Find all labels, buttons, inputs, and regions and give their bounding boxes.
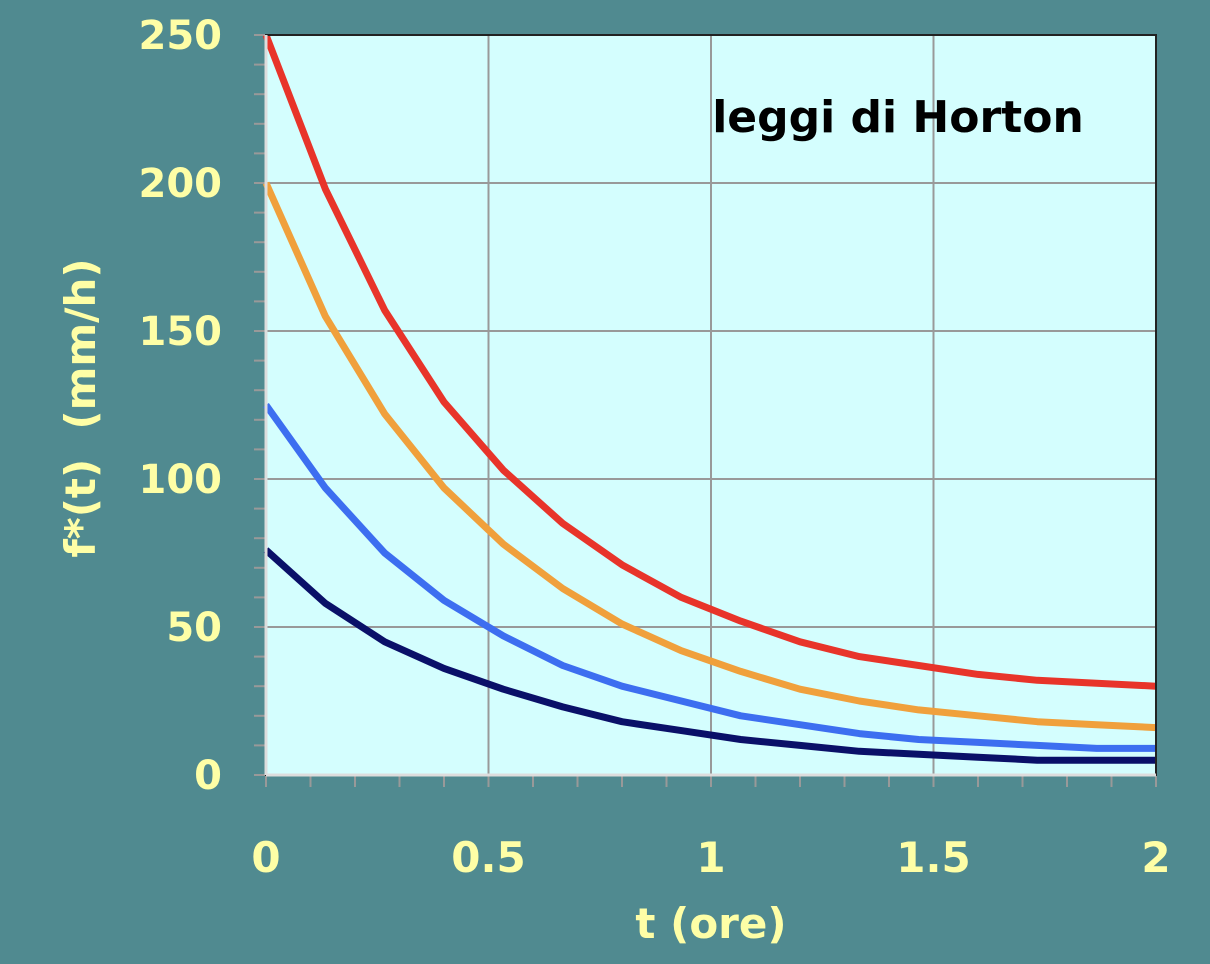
chart-title: leggi di Horton [712, 92, 1084, 143]
series-3-point-2 [384, 552, 386, 554]
series-line-4 [263, 547, 1156, 764]
series-2-point-5 [562, 588, 564, 590]
x-tick-label-4: 2 [1141, 833, 1170, 882]
series-2-point-6 [621, 623, 623, 625]
series-3-point-6 [621, 685, 623, 687]
y-tick-label-0: 0 [194, 753, 222, 799]
series-layer [262, 33, 1157, 764]
series-3-point-3 [443, 599, 445, 601]
series-3-point-9 [799, 724, 801, 726]
series-4-point-10 [858, 750, 860, 752]
series-1-point-14 [1096, 682, 1098, 684]
minor-ticks [254, 34, 1157, 787]
series-4-point-6 [621, 721, 623, 723]
series-3-point-5 [562, 664, 564, 666]
series-1-point-5 [562, 522, 564, 524]
series-2-point-13 [1036, 721, 1038, 723]
y-axis-label: f*(t) (mm/h) [56, 258, 105, 557]
y-tick-label-4: 200 [139, 161, 223, 207]
series-3-point-7 [680, 700, 682, 702]
series-4-point-8 [740, 738, 742, 740]
series-4-point-11 [918, 753, 920, 755]
series-2-point-11 [918, 709, 920, 711]
series-2-point-14 [1096, 724, 1098, 726]
series-1-point-3 [443, 401, 445, 403]
x-tick-label-2: 1 [696, 833, 725, 882]
axes [264, 34, 1157, 777]
series-4-point-5 [562, 706, 564, 708]
series-1-point-12 [977, 673, 979, 675]
series-4-point-4 [502, 688, 504, 690]
series-1-point-1 [324, 188, 326, 190]
series-4-point-9 [799, 744, 801, 746]
series-2-point-2 [384, 413, 386, 415]
series-3-point-14 [1096, 747, 1098, 749]
y-tick-label-2: 100 [139, 457, 223, 503]
series-4-point-12 [977, 756, 979, 758]
series-2-point-4 [502, 543, 504, 545]
series-line-2 [262, 181, 1157, 732]
x-tick-label-0: 0 [251, 833, 280, 882]
y-tick-label-5: 250 [139, 13, 223, 59]
series-line-3 [263, 402, 1156, 752]
series-1-point-10 [858, 656, 860, 658]
series-3-point-4 [502, 635, 504, 637]
series-2-point-7 [680, 650, 682, 652]
x-axis-label: t (ore) [635, 899, 786, 948]
series-4-point-2 [384, 641, 386, 643]
x-tick-label-3: 1.5 [896, 833, 970, 882]
series-3-point-8 [740, 715, 742, 717]
series-1-point-4 [502, 469, 504, 471]
series-3-point-1 [324, 487, 326, 489]
series-4-point-1 [324, 602, 326, 604]
series-1-point-13 [1036, 679, 1038, 681]
series-4-point-13 [1036, 759, 1038, 761]
series-3-point-10 [858, 733, 860, 735]
series-2-point-3 [443, 487, 445, 489]
series-2-point-12 [977, 715, 979, 717]
series-2-point-9 [799, 688, 801, 690]
y-tick-label-3: 150 [139, 309, 223, 355]
series-2-point-1 [324, 315, 326, 317]
x-tick-labels: 0 0.5 1 1.5 2 [251, 833, 1170, 882]
series-line-1 [262, 33, 1157, 690]
y-tick-labels: 0 50 100 150 200 250 [139, 13, 223, 799]
series-1-point-7 [680, 596, 682, 598]
series-1-point-8 [740, 620, 742, 622]
series-3-point-12 [977, 741, 979, 743]
series-4-point-7 [680, 730, 682, 732]
series-1-point-6 [621, 564, 623, 566]
series-4-point-3 [443, 667, 445, 669]
series-1-point-2 [384, 309, 386, 311]
series-3-point-13 [1036, 744, 1038, 746]
series-1-point-11 [918, 664, 920, 666]
series-3-point-11 [918, 738, 920, 740]
series-2-point-10 [858, 700, 860, 702]
series-1-point-9 [799, 641, 801, 643]
x-tick-label-1: 0.5 [451, 833, 525, 882]
y-tick-label-1: 50 [166, 605, 222, 651]
series-2-point-8 [740, 670, 742, 672]
series-4-point-14 [1096, 759, 1098, 761]
